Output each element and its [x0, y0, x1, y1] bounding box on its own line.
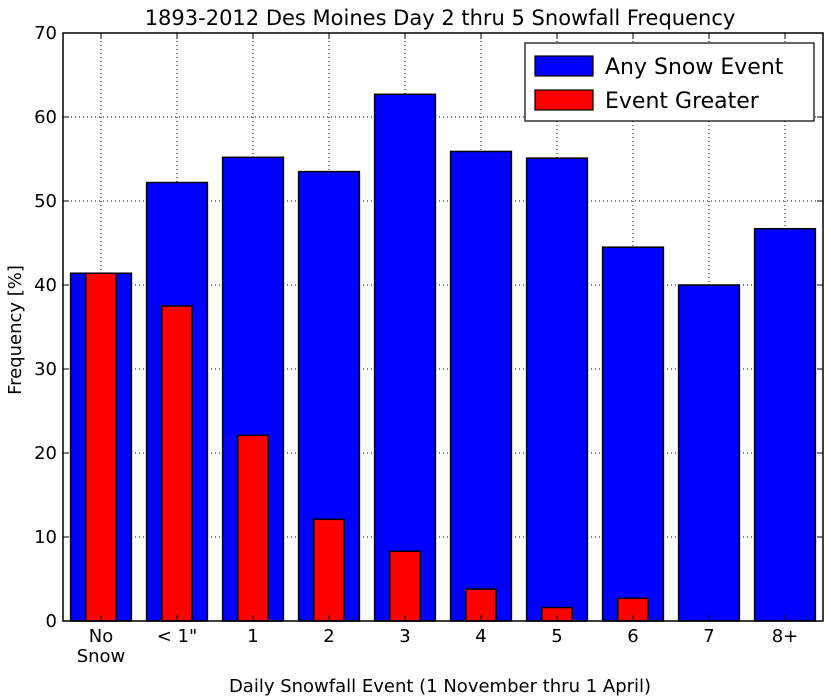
x-tick-label: 6: [627, 626, 638, 647]
bars: [69, 93, 817, 622]
bar-event-greater: [161, 305, 193, 622]
x-tick-label: 5: [551, 626, 562, 647]
bar-any-snow: [449, 150, 513, 622]
x-tick-label: < 1": [157, 626, 198, 647]
bar-event-greater: [85, 272, 117, 622]
y-tick-label: 50: [34, 191, 57, 212]
legend-label: Event Greater: [605, 89, 760, 114]
bar-any-snow: [677, 284, 741, 622]
bar-event-greater: [389, 550, 421, 622]
bar-any-snow: [753, 227, 817, 622]
legend-label: Any Snow Event: [605, 55, 784, 80]
legend-swatch: [534, 55, 594, 77]
y-tick-label: 20: [34, 443, 57, 464]
y-tick-label: 0: [46, 611, 57, 632]
x-tick-label: 1: [247, 626, 258, 647]
y-tick-label: 40: [34, 275, 57, 296]
x-tick-label: 8+: [772, 626, 799, 647]
x-tick-label: 4: [475, 626, 486, 647]
bar-any-snow: [525, 157, 589, 622]
x-tick-label: Snow: [77, 646, 126, 667]
bar-any-snow: [373, 93, 437, 622]
x-tick-label: 3: [399, 626, 410, 647]
legend-swatch: [534, 89, 594, 111]
axes-frame: [62, 32, 824, 622]
x-tick-label: 2: [323, 626, 334, 647]
plot-frame: [62, 32, 824, 622]
chart-title: 1893-2012 Des Moines Day 2 thru 5 Snowfa…: [145, 6, 736, 30]
y-tick-label: 60: [34, 107, 57, 128]
y-axis-label: Frequency [%]: [5, 265, 26, 395]
legend: Any Snow Event Event Greater: [524, 42, 815, 122]
x-axis-label: Daily Snowfall Event (1 November thru 1 …: [229, 676, 651, 697]
bar-event-greater: [237, 434, 269, 622]
y-tick-label: 70: [34, 23, 57, 44]
x-tick-label: No: [89, 626, 113, 647]
grid: [63, 33, 823, 621]
bar-event-greater: [313, 518, 345, 622]
bar-any-snow: [601, 246, 665, 622]
x-tick-label: 7: [703, 626, 714, 647]
y-tick-label: 30: [34, 359, 57, 380]
y-tick-label: 10: [34, 527, 57, 548]
